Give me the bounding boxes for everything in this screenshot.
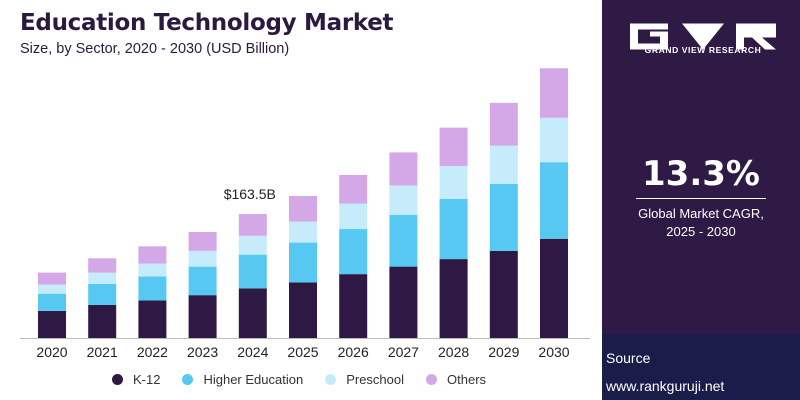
legend-swatch-preschool bbox=[325, 374, 337, 385]
legend-item-preschool: Preschool bbox=[325, 372, 404, 387]
legend-swatch-k12 bbox=[112, 374, 123, 385]
bar-2028-k-12 bbox=[439, 259, 468, 338]
bar-2021-higher-education bbox=[88, 283, 117, 305]
bar-2029-higher-education bbox=[489, 183, 518, 251]
bar-2022-others bbox=[138, 246, 167, 264]
stacked-bar-chart: 2020 2021 2022 2023 2024 $163.5B 2025 2026 2027 2… bbox=[20, 68, 590, 360]
x-tick-label-2023: 2023 bbox=[187, 344, 218, 360]
legend-swatch-others bbox=[426, 374, 438, 385]
bar-2024-others bbox=[238, 214, 267, 236]
bar-2029-others bbox=[489, 102, 518, 146]
sidebar-panel: GRAND VIEW RESEARCH 13.3% Global Market … bbox=[602, 0, 800, 400]
bar-2027-others bbox=[389, 152, 418, 186]
bar-2020-preschool bbox=[38, 284, 66, 294]
bar-2021-k-12 bbox=[88, 304, 117, 338]
cagr-value: 13.3% bbox=[642, 154, 760, 194]
bar-2029-preschool bbox=[489, 145, 518, 184]
legend-item-others: Others bbox=[426, 372, 486, 387]
legend-item-higher-education: Higher Education bbox=[182, 372, 303, 387]
source-box: Source www.rankguruji.net bbox=[602, 334, 800, 400]
legend-swatch-higher-education bbox=[182, 374, 194, 385]
bar-2024-preschool bbox=[238, 235, 267, 255]
cagr-label-line1: Global Market CAGR, bbox=[638, 206, 764, 221]
bar-2030-higher-education bbox=[540, 162, 568, 239]
bar-2021-preschool bbox=[88, 272, 117, 284]
bar-2020-others bbox=[38, 272, 66, 285]
cagr-divider bbox=[636, 198, 766, 199]
bar-2022-higher-education bbox=[138, 276, 167, 301]
bar-2027-k-12 bbox=[389, 266, 418, 338]
bar-2030-k-12 bbox=[540, 238, 568, 338]
bar-2025-higher-education bbox=[289, 242, 317, 283]
bar-2022-preschool bbox=[138, 263, 167, 277]
bar-2020-k-12 bbox=[38, 310, 66, 338]
chart-title: Education Technology Market bbox=[20, 10, 394, 36]
x-tick-label-2028: 2028 bbox=[438, 344, 469, 360]
bar-2027-preschool bbox=[389, 185, 418, 215]
x-tick-label-2026: 2026 bbox=[338, 344, 369, 360]
cagr-label-line2: 2025 - 2030 bbox=[666, 224, 736, 239]
legend-item-k12: K-12 bbox=[112, 372, 160, 387]
x-tick-label-2021: 2021 bbox=[87, 344, 118, 360]
bar-2027-higher-education bbox=[389, 214, 418, 267]
chart-area: Education Technology Market Size, by Sec… bbox=[20, 10, 590, 387]
bar-2024-higher-education bbox=[238, 254, 267, 289]
x-tick-label-2022: 2022 bbox=[137, 344, 168, 360]
legend-label-preschool: Preschool bbox=[346, 372, 405, 387]
bar-2028-others bbox=[439, 127, 468, 166]
x-tick-label-2025: 2025 bbox=[287, 344, 318, 360]
bar-2023-higher-education bbox=[188, 266, 217, 296]
cagr-label: Global Market CAGR, 2025 - 2030 bbox=[602, 205, 800, 241]
x-tick-label-2027: 2027 bbox=[388, 344, 419, 360]
bar-2029-k-12 bbox=[489, 250, 518, 338]
grand-view-research-logo bbox=[630, 23, 776, 50]
source-label: Source bbox=[606, 350, 651, 366]
bar-2023-k-12 bbox=[188, 295, 217, 338]
x-tick-label-2020: 2020 bbox=[36, 344, 67, 360]
bar-2026-preschool bbox=[339, 203, 368, 230]
bar-2024-k-12 bbox=[238, 288, 267, 338]
bar-2023-others bbox=[188, 232, 217, 251]
bar-2026-higher-education bbox=[339, 229, 368, 275]
bar-2025-k-12 bbox=[289, 282, 317, 338]
logo-text: GRAND VIEW RESEARCH bbox=[644, 45, 762, 55]
bar-2025-preschool bbox=[289, 221, 317, 243]
bar-2020-higher-education bbox=[38, 293, 66, 311]
x-tick-label-2030: 2030 bbox=[538, 344, 569, 360]
x-tick-label-2024: 2024 bbox=[237, 344, 268, 360]
bar-2028-higher-education bbox=[439, 199, 468, 260]
chart-legend: K-12 Higher Education Preschool Others bbox=[112, 372, 508, 387]
bar-2021-others bbox=[88, 258, 117, 273]
bar-2028-preschool bbox=[439, 165, 468, 199]
legend-label-k12: K-12 bbox=[133, 372, 161, 387]
legend-label-others: Others bbox=[447, 372, 487, 387]
bar-2030-others bbox=[540, 68, 568, 118]
legend-label-higher-education: Higher Education bbox=[203, 372, 304, 387]
source-url[interactable]: www.rankguruji.net bbox=[606, 378, 725, 394]
chart-subtitle: Size, by Sector, 2020 - 2030 (USD Billio… bbox=[20, 41, 290, 57]
bar-2026-k-12 bbox=[339, 274, 368, 338]
bar-2022-k-12 bbox=[138, 300, 167, 338]
bar-2026-others bbox=[339, 174, 368, 204]
bar-2025-others bbox=[289, 195, 317, 222]
bar-2030-preschool bbox=[540, 117, 568, 163]
annotation-2024-total: $163.5B bbox=[224, 186, 276, 202]
x-tick-label-2029: 2029 bbox=[488, 344, 519, 360]
bar-2023-preschool bbox=[188, 250, 217, 267]
